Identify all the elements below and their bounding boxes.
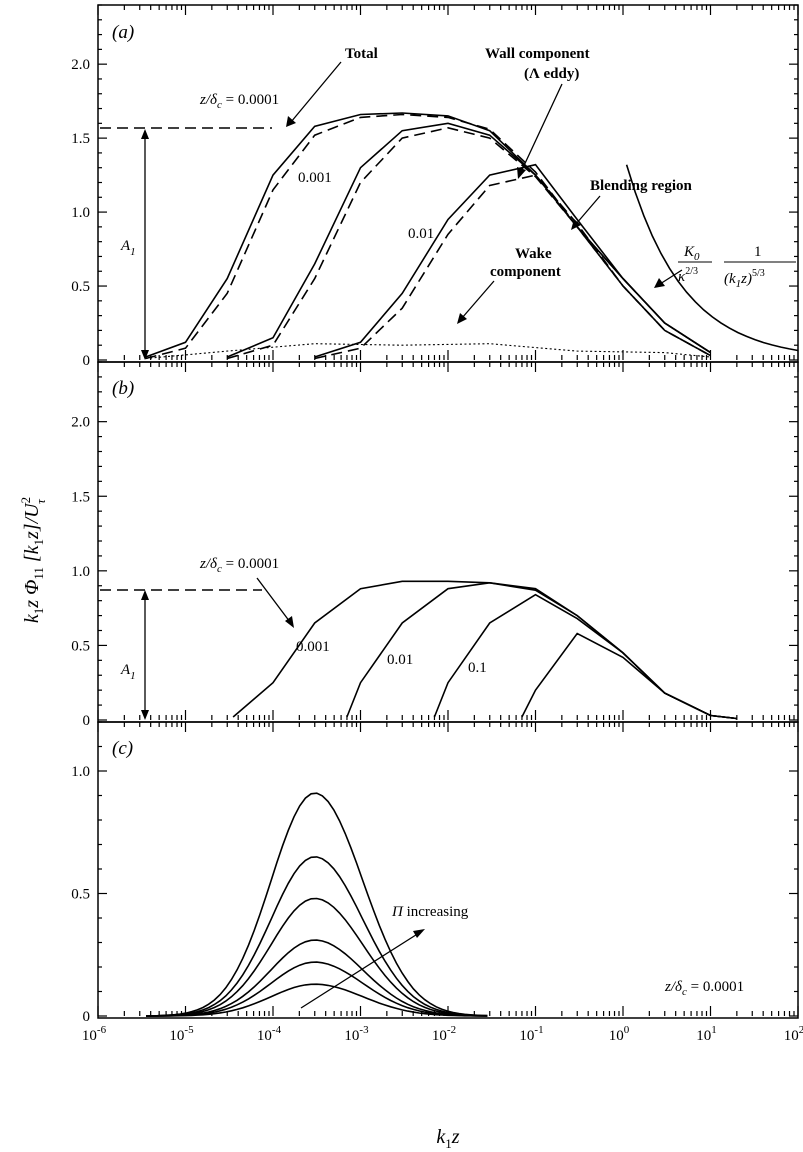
panel-a-total-label: Total xyxy=(345,46,378,62)
y-tick-label: 2.0 xyxy=(71,415,90,431)
panel-b-label-01: 0.1 xyxy=(468,660,487,676)
y-tick-label: 0 xyxy=(83,1009,91,1025)
panel-a-frame xyxy=(98,5,798,362)
total-curve xyxy=(227,123,710,357)
y-tick-label: 0.5 xyxy=(71,638,90,654)
panel-a-wall-arrow xyxy=(521,84,562,172)
panel-a-a1-arrowhead-top xyxy=(141,129,149,139)
y-tick-label: 0.5 xyxy=(71,887,90,903)
formula-arrowhead xyxy=(654,278,665,288)
panel-c-pi-label: Π increasing xyxy=(391,904,469,920)
panel-b-ticks: 0 0.5 1.0 1.5 2.0 xyxy=(71,362,798,729)
x-tick-label: 10-3 xyxy=(344,1024,369,1044)
panel-a-wake-label-1: Wake xyxy=(515,246,552,262)
panel-c-pi-arrowhead xyxy=(413,929,425,938)
panel-b-a1-arrowhead-bottom xyxy=(141,710,149,720)
panel-a-z-label: z/δc = 0.0001 xyxy=(199,92,279,111)
panel-a-wall-label-2: (Λ eddy) xyxy=(524,66,579,82)
panel-a-label-001: 0.01 xyxy=(408,226,434,242)
panel-a-curves xyxy=(146,113,798,359)
y-tick-label: 1.5 xyxy=(71,131,90,147)
y-tick-label: 0.5 xyxy=(71,279,90,295)
panel-a-wall-label-1: Wall component xyxy=(485,46,590,62)
formula-kappa: κ2/3 xyxy=(678,266,698,285)
formula-k1z: (k1z)5/3 xyxy=(724,268,765,290)
panel-a-total-arrow xyxy=(291,62,341,122)
y-axis-title: k1z Φ11 [k1z]/U2τ xyxy=(18,497,48,623)
y-tick-label: 2.0 xyxy=(71,57,90,73)
panel-c-letter: (c) xyxy=(112,738,133,759)
x-tick-label: 100 xyxy=(609,1024,630,1044)
x-tick-label: 10-1 xyxy=(519,1024,543,1044)
wake-spectrum-curve xyxy=(146,962,487,1016)
panel-a-label-0001: 0.001 xyxy=(298,170,332,186)
x-tick-label: 102 xyxy=(784,1024,803,1044)
y-tick-label: 0 xyxy=(83,713,91,729)
x-tick-label: 10-2 xyxy=(432,1024,456,1044)
panel-b-label-0001: 0.001 xyxy=(296,639,330,655)
spectrum-curve xyxy=(434,595,736,719)
spectrum-curve xyxy=(522,634,737,719)
y-tick-label: 1.0 xyxy=(71,764,90,780)
y-tick-label: 0 xyxy=(83,353,91,369)
panel-a-wake-arrow xyxy=(462,281,494,318)
y-tick-label: 1.0 xyxy=(71,205,90,221)
panel-a-wake-label-2: component xyxy=(490,264,561,280)
wake-spectrum-curve xyxy=(146,857,487,1016)
y-tick-label: 1.0 xyxy=(71,564,90,580)
panel-c-z-label: z/δc = 0.0001 xyxy=(664,979,744,998)
y-tick-label: 1.5 xyxy=(71,489,90,505)
panel-a-letter: (a) xyxy=(112,22,134,43)
wall-curve xyxy=(227,128,710,359)
x-tick-labels: 10-6 10-5 10-4 10-3 10-2 10-1 100 101 102 xyxy=(82,1024,803,1044)
panel-b-label-001: 0.01 xyxy=(387,652,413,668)
x-axis-title: k1z xyxy=(436,1126,459,1151)
panel-a-blending-label: Blending region xyxy=(590,178,692,194)
wake-spectrum-curve xyxy=(146,940,487,1016)
panel-b-a1-arrowhead-top xyxy=(141,590,149,600)
panel-a-a1-label: A1 xyxy=(120,238,136,258)
panel-b-z-arrow xyxy=(257,578,290,622)
spectrum-curve xyxy=(347,583,737,719)
panel-a-formula: K0 κ2/3 1 (k1z)5/3 xyxy=(654,244,796,290)
formula-one: 1 xyxy=(754,244,762,260)
x-tick-label: 10-6 xyxy=(82,1024,107,1044)
panel-b-z-label: z/δc = 0.0001 xyxy=(199,556,279,575)
x-tick-label: 10-4 xyxy=(257,1024,282,1044)
x-tick-label: 101 xyxy=(696,1024,717,1044)
panel-b-letter: (b) xyxy=(112,378,134,399)
panel-c-frame xyxy=(98,722,798,1018)
panel-b-a1-label: A1 xyxy=(120,662,136,682)
formula-k0: K0 xyxy=(683,244,700,263)
panel-a-blending-arrow xyxy=(576,196,600,224)
x-tick-label: 10-5 xyxy=(169,1024,194,1044)
panel-b-frame xyxy=(98,362,798,722)
